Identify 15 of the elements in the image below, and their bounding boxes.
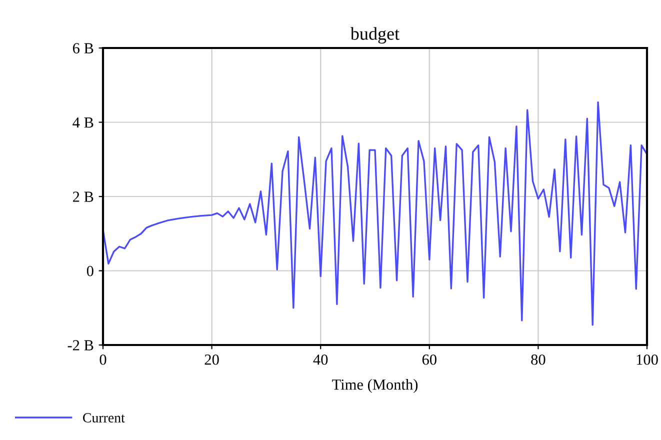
x-axis-title: Time (Month) <box>332 378 418 393</box>
legend-label: Current <box>83 413 125 422</box>
x-tick-label: 40 <box>313 354 328 365</box>
y-tick-label: 4 B <box>72 117 94 128</box>
x-tick-label: 100 <box>636 354 658 365</box>
line-series <box>103 101 647 326</box>
x-tick-label: 60 <box>422 354 436 365</box>
x-tick-label: 20 <box>204 354 219 365</box>
y-tick-label: 2 B <box>72 192 94 202</box>
chart-title: budget <box>350 27 400 44</box>
y-tick-label: 0 <box>86 266 94 276</box>
y-tick-label: -2 B <box>68 340 94 350</box>
x-tick-label: 0 <box>100 354 106 365</box>
x-tick-label: 80 <box>531 354 546 365</box>
y-tick-label: 6 B <box>72 43 94 54</box>
